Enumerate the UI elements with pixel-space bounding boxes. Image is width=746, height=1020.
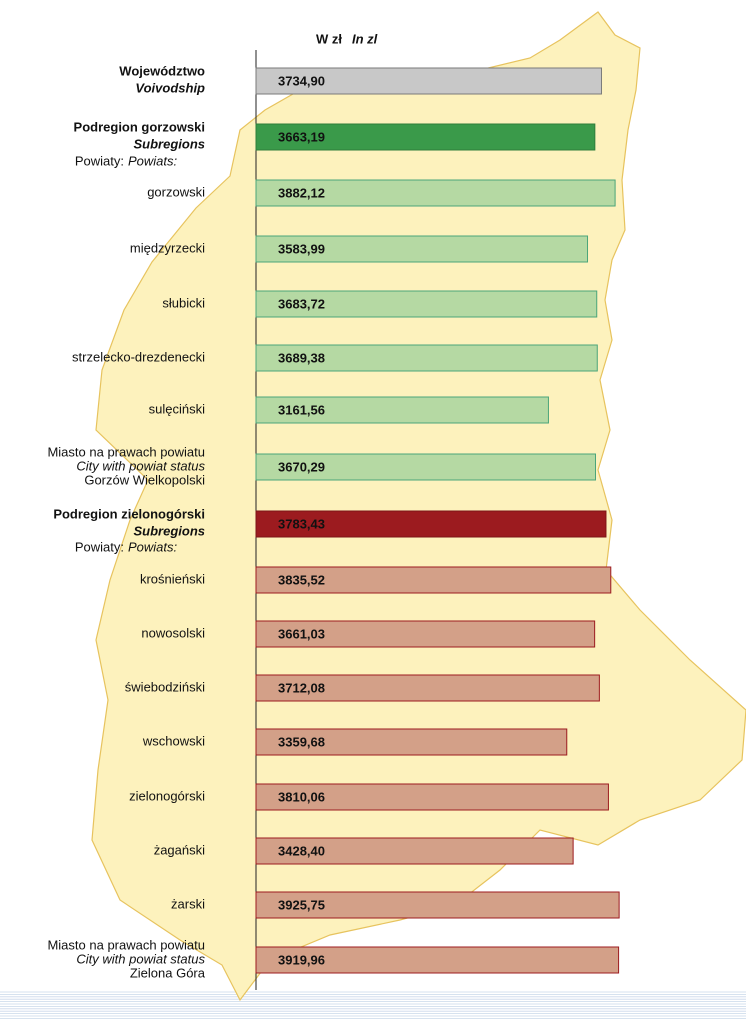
category-label: Zielona Góra xyxy=(130,965,206,980)
category-label: Podregion gorzowski xyxy=(74,119,205,134)
bar xyxy=(255,620,596,648)
value-label: 3810,06 xyxy=(278,789,325,804)
category-label: sulęciński xyxy=(149,401,205,416)
value-label: 3734,90 xyxy=(278,73,325,88)
value-label: 3919,96 xyxy=(278,952,325,967)
unit-label: In zl xyxy=(352,31,378,46)
bar xyxy=(255,453,597,481)
value-label: 3663,19 xyxy=(278,129,325,144)
unit-label: W zł xyxy=(316,31,342,46)
bar xyxy=(255,674,600,702)
category-label: międzyrzecki xyxy=(130,240,205,255)
bar xyxy=(255,123,596,151)
category-label: Województwo xyxy=(119,63,205,78)
category-label: Subregions xyxy=(133,523,205,538)
powiaty-label: Powiaty: xyxy=(75,153,124,168)
category-label: Subregions xyxy=(133,136,205,151)
background-stripes xyxy=(0,991,746,1019)
category-label: żarski xyxy=(171,896,205,911)
category-label: krośnieński xyxy=(140,571,205,586)
value-label: 3583,99 xyxy=(278,241,325,256)
value-label: 3882,12 xyxy=(278,185,325,200)
category-label: Voivodship xyxy=(135,80,205,95)
category-label: Miasto na prawach powiatu xyxy=(47,444,205,459)
category-label: nowosolski xyxy=(141,625,205,640)
bar xyxy=(255,728,568,756)
category-label: gorzowski xyxy=(147,184,205,199)
bar xyxy=(255,67,602,95)
category-label: słubicki xyxy=(162,295,205,310)
bar xyxy=(255,235,589,263)
value-label: 3783,43 xyxy=(278,516,325,531)
bar xyxy=(255,179,616,207)
category-label: strzelecko-drezdenecki xyxy=(72,349,205,364)
category-label: zielonogórski xyxy=(129,788,205,803)
powiaty-label: Powiats: xyxy=(128,153,178,168)
category-label: wschowski xyxy=(142,733,205,748)
value-label: 3670,29 xyxy=(278,459,325,474)
value-label: 3161,56 xyxy=(278,402,325,417)
powiaty-label: Powiats: xyxy=(128,539,178,554)
bar xyxy=(255,344,598,372)
category-label: City with powiat status xyxy=(76,458,205,473)
category-label: City with powiat status xyxy=(76,951,205,966)
value-label: 3661,03 xyxy=(278,626,325,641)
category-label: świebodziński xyxy=(125,679,205,694)
bar xyxy=(255,566,612,594)
value-label: 3359,68 xyxy=(278,734,325,749)
value-label: 3689,38 xyxy=(278,350,325,365)
bar xyxy=(255,290,598,318)
bar xyxy=(255,891,620,919)
category-label: Gorzów Wielkopolski xyxy=(84,472,205,487)
value-label: 3835,52 xyxy=(278,572,325,587)
value-label: 3428,40 xyxy=(278,843,325,858)
bar xyxy=(255,783,609,811)
bar xyxy=(255,396,549,424)
bar xyxy=(255,837,574,865)
category-label: Miasto na prawach powiatu xyxy=(47,937,205,952)
value-label: 3712,08 xyxy=(278,680,325,695)
powiaty-label: Powiaty: xyxy=(75,539,124,554)
bar xyxy=(255,510,607,538)
bar xyxy=(255,946,620,974)
category-label: żagański xyxy=(154,842,205,857)
value-label: 3683,72 xyxy=(278,296,325,311)
category-label: Podregion zielonogórski xyxy=(53,506,205,521)
value-label: 3925,75 xyxy=(278,897,325,912)
